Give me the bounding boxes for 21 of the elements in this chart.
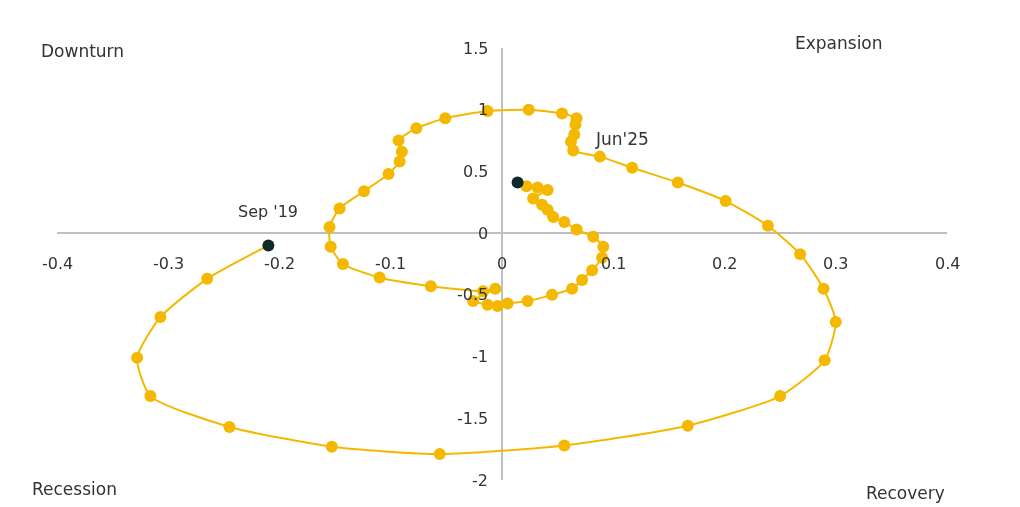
x-tick-label: 0.3: [823, 254, 849, 273]
y-tick-label: 1.5: [463, 39, 489, 58]
annotation: Recession: [32, 479, 117, 499]
x-tick-label: 0.4: [935, 254, 961, 273]
y-tick-label: -1.5: [457, 409, 489, 428]
text: Recovery: [866, 483, 945, 503]
annotation: Expansion: [795, 33, 883, 53]
x-tick-label: 0: [497, 254, 508, 273]
annotation: Sep '19: [238, 202, 298, 221]
x-tick-label: 0.1: [601, 254, 627, 273]
y-tick-label: 0.5: [463, 162, 489, 181]
y-tick-label: 0: [478, 224, 489, 243]
x-tick-label: -0.2: [264, 254, 296, 273]
annotation: Jun'25: [595, 129, 649, 149]
annotation: Downturn: [41, 41, 125, 61]
x-tick-label: -0.1: [375, 254, 407, 273]
x-tick-label: 0.2: [712, 254, 738, 273]
y-tick-label: -2: [472, 471, 488, 490]
x-tick-label: -0.4: [42, 254, 74, 273]
y-tick-label: -1: [472, 347, 488, 366]
x-tick-label: -0.3: [153, 254, 185, 273]
